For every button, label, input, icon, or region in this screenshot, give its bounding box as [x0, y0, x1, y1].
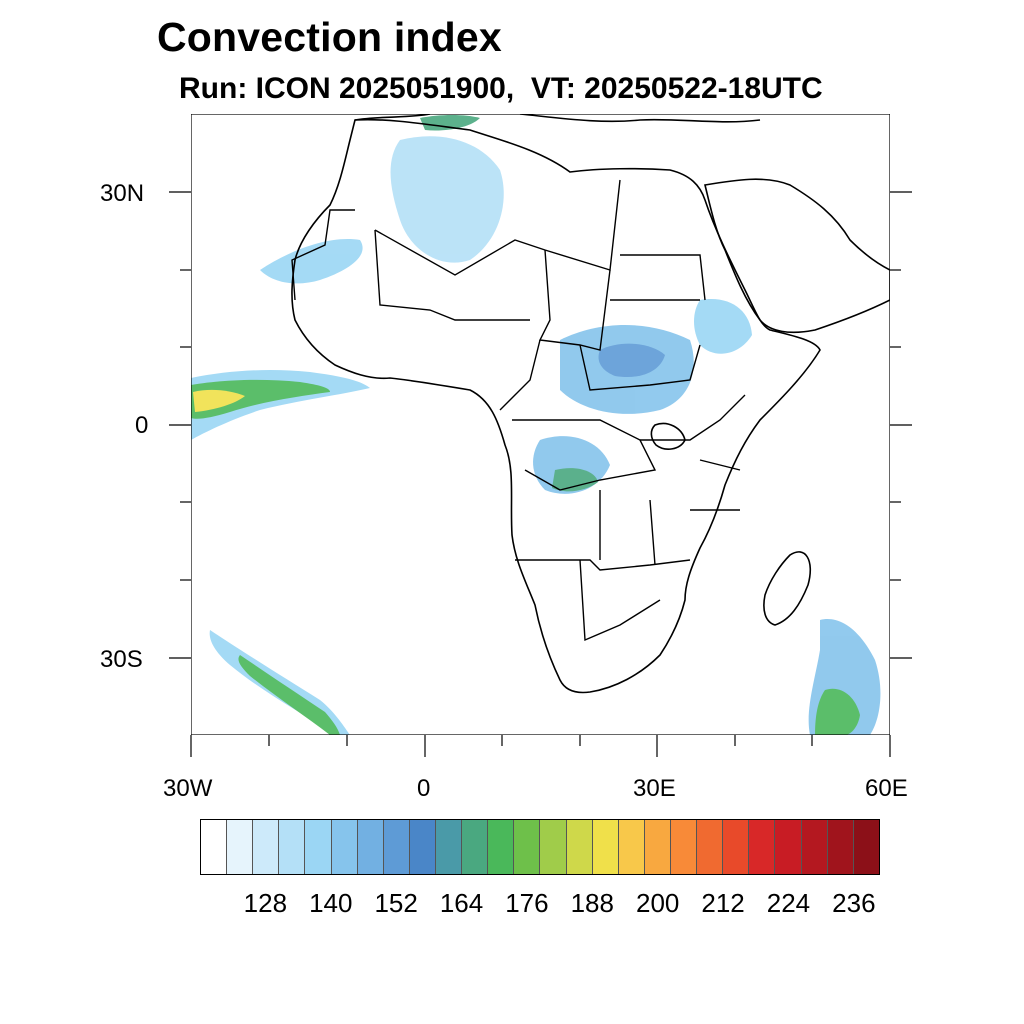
field-sahara-west — [260, 239, 363, 284]
colorbar-swatch-0 — [201, 820, 228, 874]
field-itcz-core — [191, 379, 330, 419]
colorbar-swatch-23 — [801, 820, 828, 874]
colorbar-label: 140 — [309, 888, 353, 918]
colorbar-swatch-6 — [357, 820, 384, 874]
x-tick-30w: 30W — [163, 775, 213, 802]
colorbar-swatch-7 — [383, 820, 410, 874]
plot-title: Convection index — [157, 14, 502, 60]
field-mediterranean — [420, 115, 480, 131]
colorbar-label: 224 — [766, 888, 811, 918]
colorbar-swatch-10 — [462, 820, 489, 874]
colorbar-swatch-21 — [749, 820, 776, 874]
colorbar-label: 212 — [701, 888, 745, 918]
africa-outline — [291, 118, 821, 694]
convection-field — [191, 115, 881, 735]
x-tick-60e: 60E — [865, 775, 908, 802]
madagascar — [763, 551, 812, 626]
field-south-atlantic-core — [238, 655, 340, 735]
colorbar-label: 128 — [243, 888, 288, 918]
colorbar-swatch-8 — [409, 820, 436, 874]
arabia — [704, 178, 890, 334]
y-tick-30n: 30N — [100, 180, 145, 207]
colorbar-swatch-20 — [723, 820, 750, 874]
coastlines — [291, 114, 890, 694]
colorbar-swatch-14 — [566, 820, 593, 874]
colorbar-swatch-24 — [827, 820, 854, 874]
x-tick-30e: 30E — [633, 775, 676, 802]
colorbar-swatch-18 — [670, 820, 698, 874]
colorbar-swatch-12 — [514, 820, 541, 874]
y-tick-30s: 30S — [100, 646, 143, 673]
field-madagascar-core — [815, 688, 860, 735]
field-sahara-north — [390, 136, 504, 263]
field-ethiopia — [694, 299, 752, 354]
colorbar-swatch-5 — [331, 820, 358, 874]
colorbar-swatch-25 — [853, 820, 879, 874]
lake-victoria — [650, 422, 686, 450]
colorbar-swatch-22 — [775, 820, 802, 874]
colorbar-swatch-13 — [540, 820, 567, 874]
colorbar-label: 188 — [570, 888, 614, 918]
colorbar-swatch-11 — [488, 820, 515, 874]
x-tick-0: 0 — [417, 775, 431, 802]
colorbar-swatch-17 — [644, 820, 671, 874]
y-tick-0: 0 — [135, 412, 149, 439]
colorbar-swatch-2 — [253, 820, 280, 874]
colorbar-swatch-9 — [435, 820, 463, 874]
colorbar-swatch-3 — [279, 820, 306, 874]
colorbar-swatch-16 — [618, 820, 645, 874]
country-borders — [291, 179, 746, 642]
axis-ticks — [169, 191, 912, 757]
colorbar-swatch-4 — [305, 820, 332, 874]
europe-south — [354, 114, 761, 123]
colorbar-swatch-19 — [697, 820, 724, 874]
colorbar-label: 236 — [832, 888, 876, 918]
colorbar-label: 164 — [439, 888, 484, 918]
plot-subtitle: Run: ICON 2025051900, VT: 20250522-18UTC — [179, 72, 823, 105]
colorbar-swatch-15 — [592, 820, 619, 874]
field-congo-core — [552, 468, 598, 492]
colorbar-label: 152 — [374, 888, 418, 918]
colorbar — [200, 819, 880, 875]
field-itcz-max — [193, 389, 245, 412]
colorbar-label: 200 — [635, 888, 680, 918]
colorbar-swatch-1 — [227, 820, 254, 874]
field-central-core — [598, 343, 665, 378]
map-frame — [191, 114, 890, 735]
colorbar-label: 176 — [505, 888, 549, 918]
